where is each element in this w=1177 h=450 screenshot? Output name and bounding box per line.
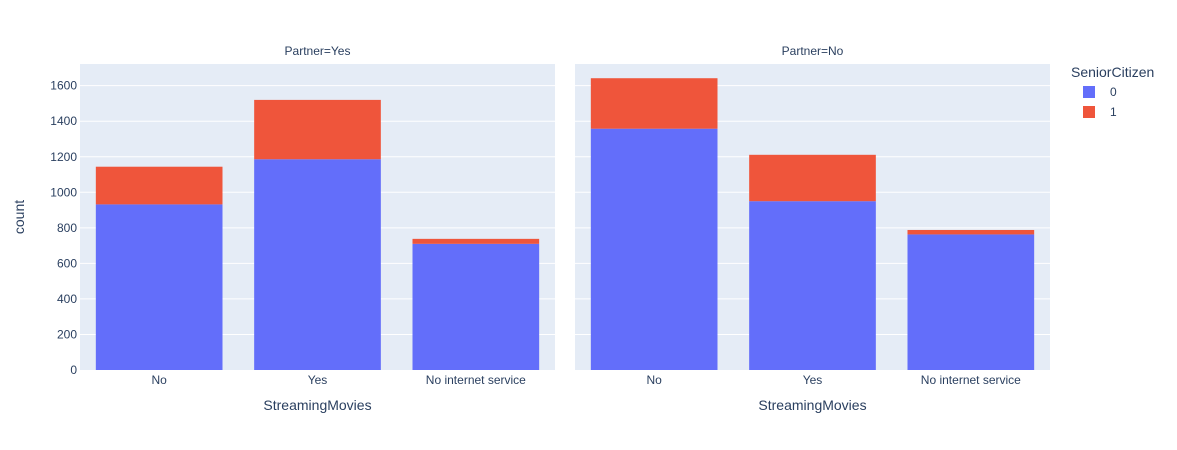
bar-no-internet-service-senior-1 xyxy=(412,238,540,244)
legend-swatch-1 xyxy=(1083,106,1095,118)
y-tick-label: 1000 xyxy=(50,185,77,199)
facet-title: Partner=No xyxy=(782,44,844,58)
legend-swatch-0 xyxy=(1083,86,1095,98)
facet-title: Partner=Yes xyxy=(285,44,351,58)
bar-no-senior-1 xyxy=(95,166,223,205)
y-tick-label: 400 xyxy=(57,292,77,306)
x-tick-label: Yes xyxy=(803,373,823,387)
bar-no-senior-1 xyxy=(590,78,718,129)
y-tick-label: 1200 xyxy=(50,150,77,164)
y-tick-label: 0 xyxy=(70,363,77,377)
bar-yes-senior-0 xyxy=(749,201,876,370)
y-tick-label: 800 xyxy=(57,221,77,235)
bar-no-internet-service-senior-0 xyxy=(412,243,540,370)
facets-layer: 0 200 400 600 800 1000 1200 1400 1600 No Yes No int… xyxy=(50,44,1050,387)
y-tick-label: 1600 xyxy=(50,79,77,93)
facet-panel-0: 0 200 400 600 800 1000 1200 1400 1600 No Yes No int… xyxy=(50,44,555,387)
x-axis-title-left: StreamingMovies xyxy=(263,397,371,413)
x-tick-label: No xyxy=(646,373,662,387)
bar-yes-senior-1 xyxy=(254,99,381,160)
x-axis-title-right: StreamingMovies xyxy=(758,397,866,413)
bar-no-senior-0 xyxy=(95,204,223,370)
x-tick-label: No xyxy=(151,373,167,387)
y-tick-label: 200 xyxy=(57,327,77,341)
bar-no-internet-service-senior-0 xyxy=(907,234,1035,370)
legend: SeniorCitizen 0 1 xyxy=(1071,64,1154,119)
bar-no-internet-service-senior-1 xyxy=(907,229,1035,235)
bar-no-senior-0 xyxy=(590,128,718,370)
legend-title: SeniorCitizen xyxy=(1071,64,1154,80)
bar-yes-senior-1 xyxy=(749,154,876,202)
legend-label-1: 1 xyxy=(1110,105,1117,119)
x-tick-label: Yes xyxy=(308,373,328,387)
y-tick-label: 1400 xyxy=(50,114,77,128)
bar-yes-senior-0 xyxy=(254,159,381,370)
facet-panel-1: No Yes No internet service Partner=No xyxy=(575,44,1050,387)
y-axis-title: count xyxy=(11,200,27,234)
y-tick-label: 600 xyxy=(57,256,77,270)
x-tick-label: No internet service xyxy=(426,373,526,387)
x-tick-label: No internet service xyxy=(921,373,1021,387)
legend-label-0: 0 xyxy=(1110,85,1117,99)
